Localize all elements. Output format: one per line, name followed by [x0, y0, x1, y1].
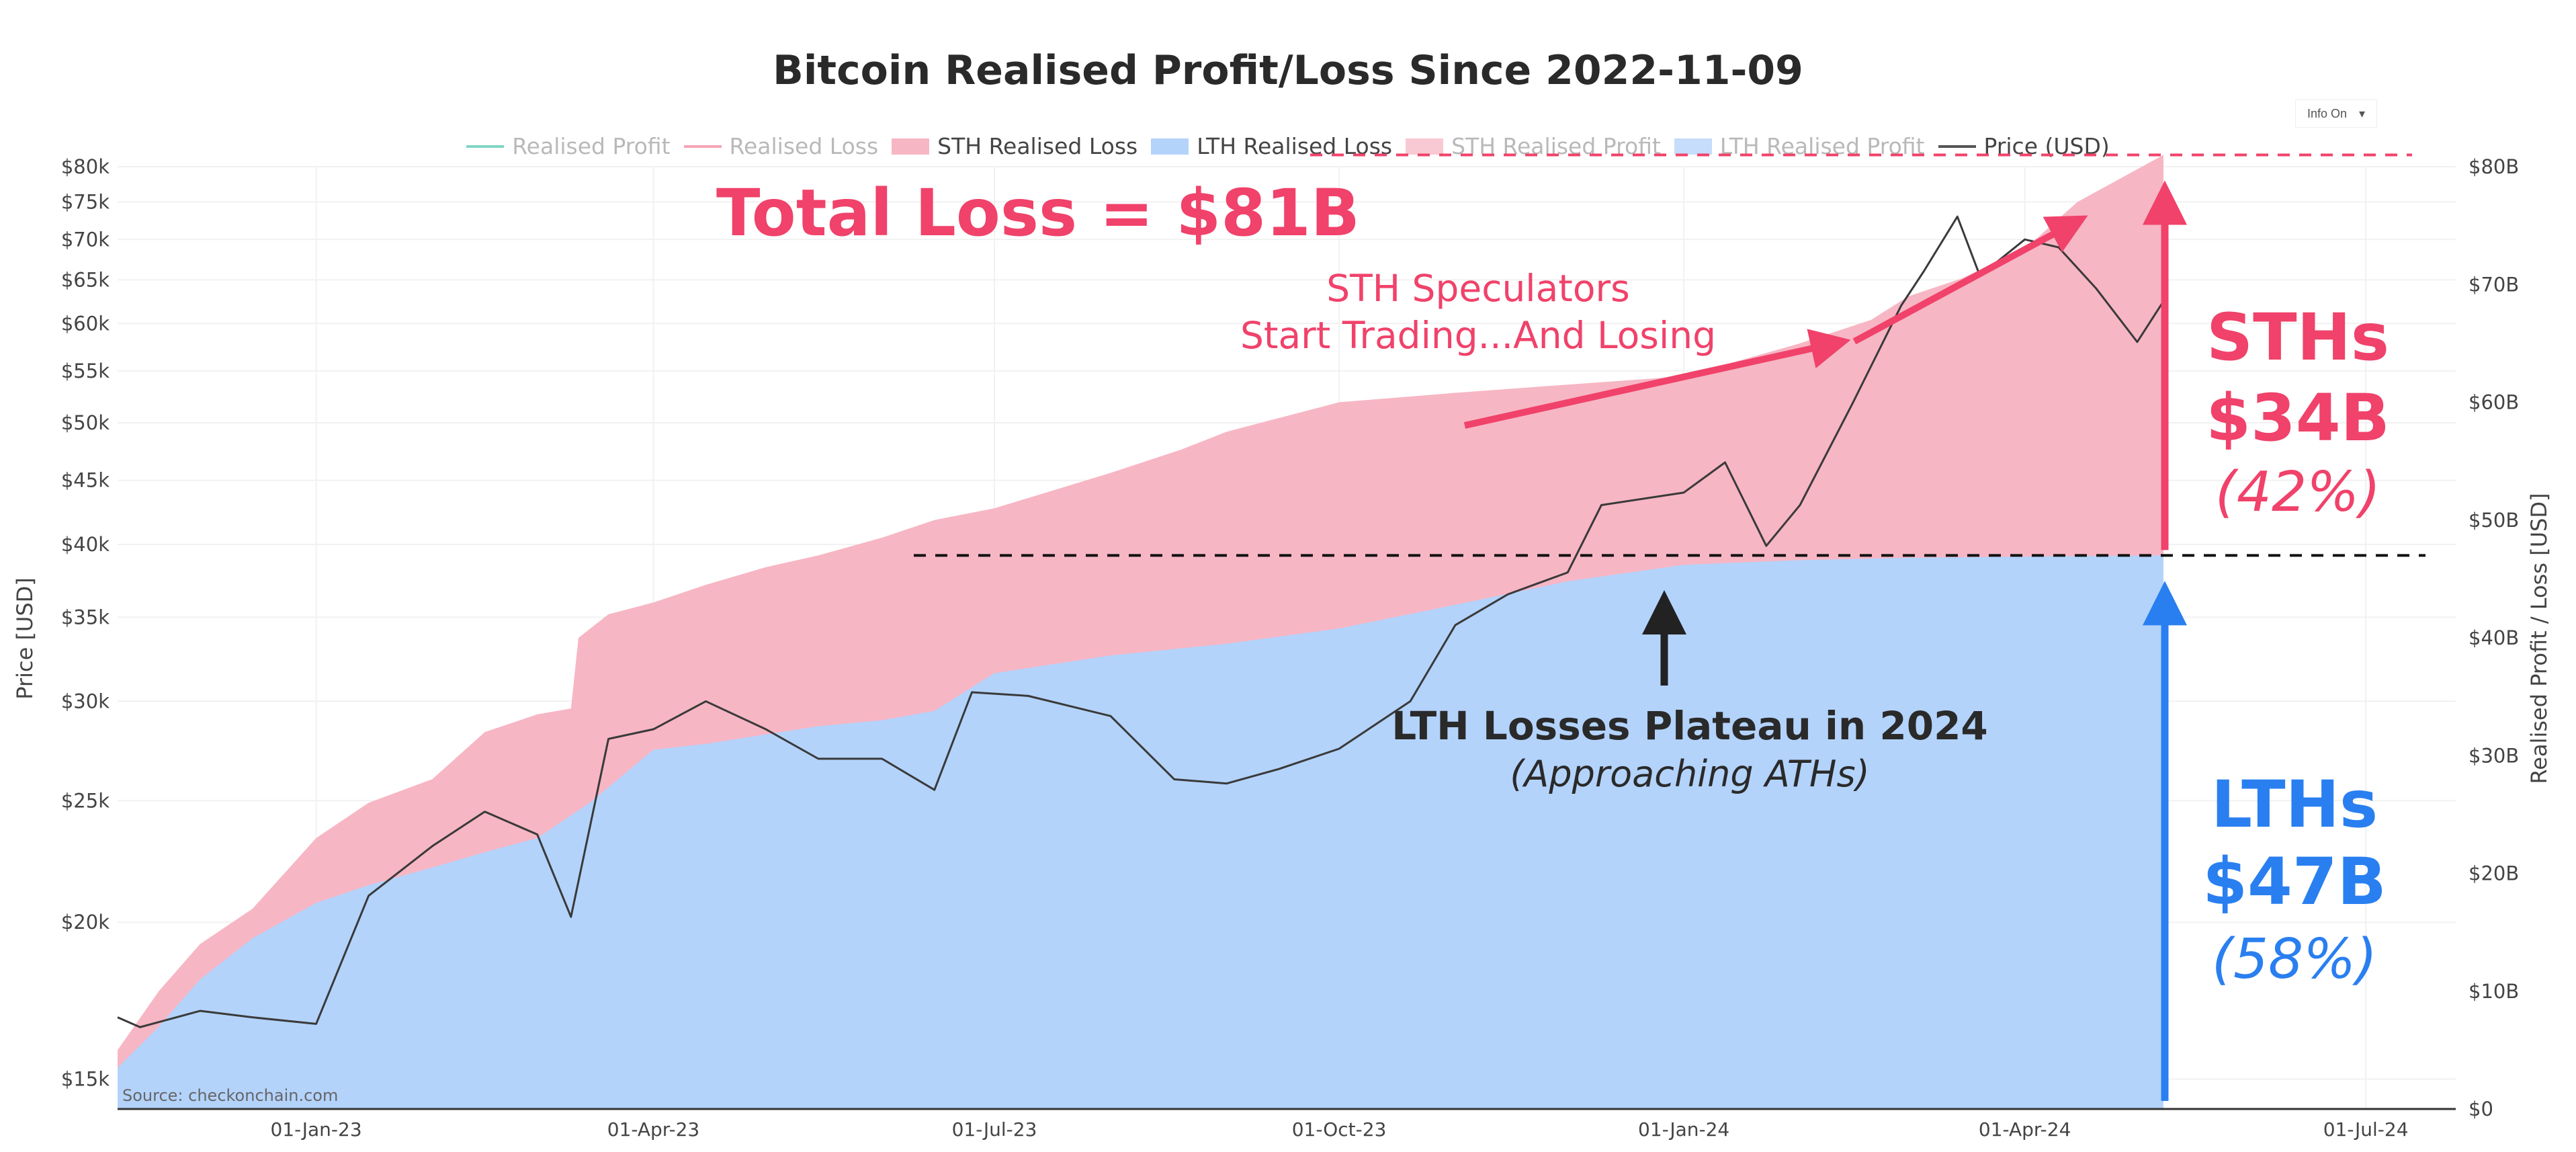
y-left-tick-label: $35k — [61, 606, 110, 628]
legend-label: STH Realised Loss — [937, 133, 1138, 159]
source-label: Source: checkonchain.com — [122, 1086, 338, 1105]
y-right-tick-label: $30B — [2468, 744, 2519, 767]
y-left-tick-label: $70k — [61, 228, 110, 251]
legend-swatch — [1151, 138, 1189, 155]
x-tick-label: 01-Apr-23 — [607, 1118, 700, 1141]
sth-value: $34B — [2206, 380, 2390, 456]
legend-label: LTH Realised Profit — [1719, 133, 1925, 159]
total-loss-annotation: Total Loss = $81B — [716, 175, 1360, 251]
legend-item-realised-loss[interactable]: Realised Loss — [683, 133, 879, 159]
legend-swatch — [466, 145, 505, 148]
legend-item-sth-realised-loss[interactable]: STH Realised Loss — [892, 133, 1137, 159]
x-tick-label: 01-Jan-24 — [1638, 1118, 1729, 1141]
y-right-tick-label: $10B — [2468, 980, 2519, 1003]
price-line — [117, 215, 2165, 1028]
legend-swatch — [683, 145, 722, 148]
lth-realised-loss-area — [118, 555, 2163, 1109]
y-left-tick-label: $30k — [61, 690, 110, 712]
y-right-tick-label: $70B — [2468, 273, 2519, 296]
sth-speculators-annotation-line1: STH Speculators — [1326, 267, 1630, 310]
x-tick-label: 01-Jan-23 — [270, 1118, 361, 1141]
info-toggle-button[interactable]: Info On ▾ — [2295, 99, 2377, 128]
x-tick-label: 01-Apr-24 — [1979, 1118, 2071, 1141]
legend-item-realised-profit[interactable]: Realised Profit — [466, 133, 671, 159]
y-left-tick-label: $45k — [61, 469, 110, 492]
y-right-tick-label: $50B — [2468, 509, 2519, 532]
sth-label: STHs — [2206, 300, 2389, 375]
sth-speculators-arrow-2 — [1852, 215, 2088, 345]
lth-plateau-annotation: LTH Losses Plateau in 2024 — [1391, 703, 1988, 749]
y-right-tick-label: $40B — [2468, 626, 2519, 649]
y-left-axis-label: Price [USD] — [12, 577, 38, 700]
chevron-down-icon: ▾ — [2359, 106, 2366, 120]
legend-label: Realised Profit — [512, 133, 671, 159]
chart-title: Bitcoin Realised Profit/Loss Since 2022-… — [773, 47, 1803, 94]
sth-percentage: (42%) — [2215, 460, 2380, 524]
legend-item-lth-realised-profit[interactable]: LTH Realised Profit — [1674, 133, 1925, 159]
sth-speculators-arrow-1 — [1463, 329, 1851, 429]
y-left-tick-label: $25k — [61, 789, 110, 812]
y-right-tick-label: $0 — [2468, 1098, 2493, 1120]
y-left-tick-label: $15k — [61, 1068, 110, 1091]
x-tick-label: 01-Oct-23 — [1292, 1118, 1387, 1141]
y-left-tick-label: $65k — [61, 268, 110, 291]
y-right-tick-label: $20B — [2468, 862, 2519, 885]
x-tick-label: 01-Jul-24 — [2323, 1118, 2409, 1141]
legend-swatch — [1674, 138, 1712, 155]
y-left-tick-label: $50k — [61, 411, 110, 434]
y-left-tick-label: $80k — [61, 155, 110, 178]
y-right-axis-label: Realised Profit / Loss [USD] — [2526, 493, 2552, 784]
y-left-tick-label: $60k — [61, 312, 110, 335]
legend-swatch — [892, 138, 930, 155]
lth-label: LTHs — [2211, 767, 2378, 842]
y-right-tick-label: $80B — [2468, 155, 2519, 178]
x-tick-label: 01-Jul-23 — [952, 1118, 1037, 1141]
y-left-tick-label: $55k — [61, 360, 110, 382]
y-right-tick-label: $60B — [2468, 391, 2519, 414]
info-toggle-label: Info On — [2307, 106, 2347, 120]
legend-swatch — [1938, 145, 1976, 148]
lth-percentage: (58%) — [2212, 928, 2377, 991]
sth-speculators-annotation-line2: Start Trading...And Losing — [1240, 314, 1716, 357]
y-left-tick-label: $40k — [61, 533, 110, 556]
y-left-tick-label: $75k — [61, 190, 110, 213]
y-left-tick-label: $20k — [61, 911, 110, 934]
legend-label: Realised Loss — [729, 133, 879, 159]
legend-swatch — [1406, 138, 1444, 155]
lth-plateau-sub-annotation: (Approaching ATHs) — [1510, 753, 1869, 795]
lth-value: $47B — [2202, 844, 2387, 919]
